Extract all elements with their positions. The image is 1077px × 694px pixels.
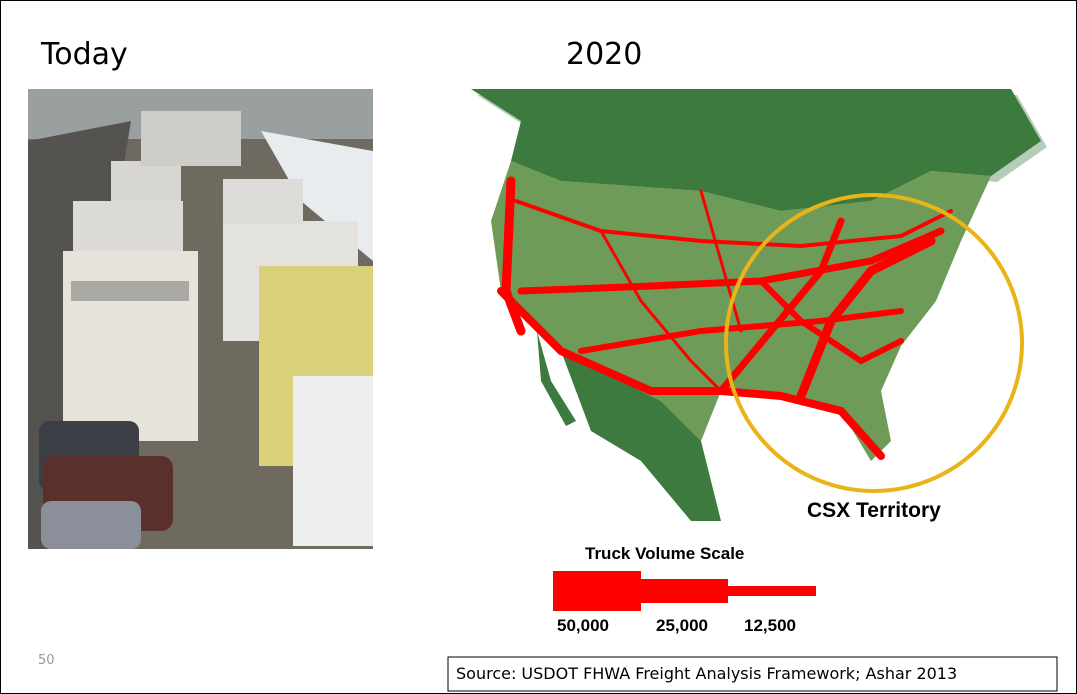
page-number: 50 bbox=[38, 653, 55, 668]
traffic-photo bbox=[28, 89, 373, 549]
map bbox=[471, 89, 1047, 521]
circle-label: CSX Territory bbox=[807, 499, 941, 523]
slide: Today 2020 bbox=[0, 0, 1077, 694]
scale-label: 25,000 bbox=[656, 616, 708, 636]
scale-label: 12,500 bbox=[744, 616, 796, 636]
source: Source: USDOT FHWA Freight Analysis Fram… bbox=[456, 664, 957, 683]
graphics bbox=[1, 1, 1076, 693]
scale-bar bbox=[553, 571, 816, 611]
scale-title: Truck Volume Scale bbox=[585, 544, 744, 564]
scale-label: 50,000 bbox=[557, 616, 609, 636]
